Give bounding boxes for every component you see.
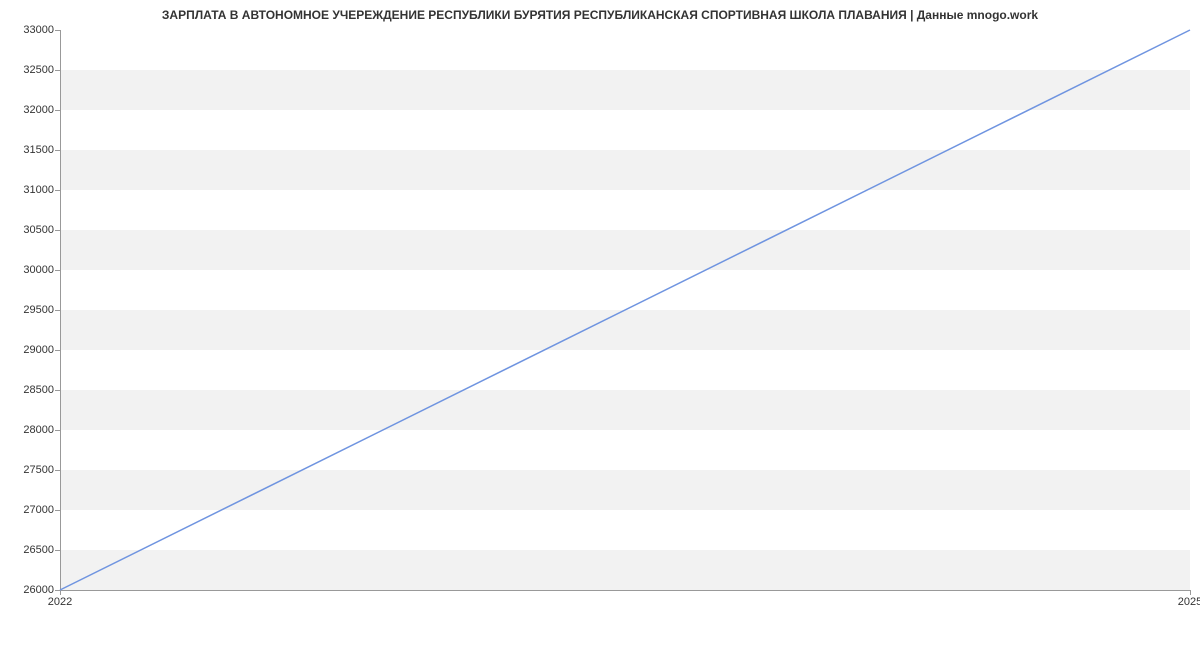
salary-line-chart: ЗАРПЛАТА В АВТОНОМНОЕ УЧЕРЕЖДЕНИЕ РЕСПУБ… [0, 0, 1200, 650]
chart-title: ЗАРПЛАТА В АВТОНОМНОЕ УЧЕРЕЖДЕНИЕ РЕСПУБ… [0, 8, 1200, 22]
x-axis-line [60, 590, 1190, 591]
plot-area: 2600026500270002750028000285002900029500… [60, 30, 1190, 590]
x-tick-label: 2025 [1178, 590, 1200, 608]
x-tick-mark [1190, 590, 1191, 595]
series-layer [60, 30, 1190, 590]
series-line-salary [60, 30, 1190, 590]
